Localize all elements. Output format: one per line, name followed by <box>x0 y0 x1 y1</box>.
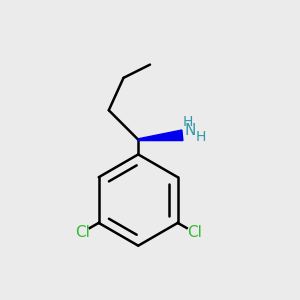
Text: Cl: Cl <box>75 225 90 240</box>
Text: H: H <box>196 130 206 144</box>
Polygon shape <box>138 130 183 141</box>
Text: N: N <box>184 123 195 138</box>
Text: H: H <box>183 115 194 129</box>
Text: Cl: Cl <box>187 225 202 240</box>
